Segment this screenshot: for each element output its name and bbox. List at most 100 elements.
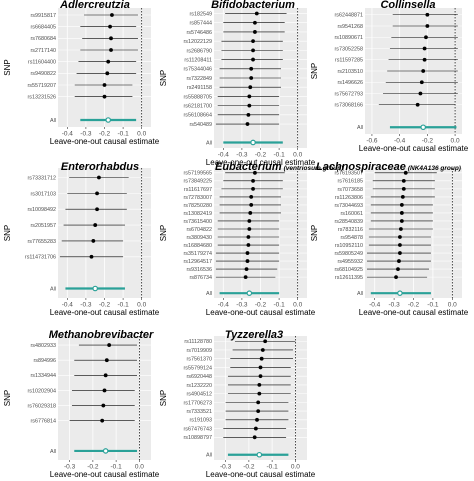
snp-label: rs72783007 bbox=[184, 195, 212, 201]
snp-point bbox=[248, 211, 253, 215]
panel-title-text: Lachnospiraceae bbox=[316, 161, 406, 173]
snp-label: rs6776814 bbox=[31, 419, 56, 425]
snp-label: rs6920448 bbox=[187, 374, 212, 380]
all-point bbox=[420, 124, 427, 131]
snp-point bbox=[398, 235, 402, 239]
all-label: All bbox=[357, 125, 363, 131]
snp-label: rs13082419 bbox=[184, 211, 212, 217]
y-axis-label: SNP bbox=[159, 70, 168, 86]
panel-title: Tyzzerella3 bbox=[225, 329, 283, 341]
x-tick-label: -0.3 bbox=[236, 302, 248, 309]
x-tick-label: 0.0 bbox=[451, 138, 460, 145]
x-tick-label: -0.2 bbox=[99, 131, 111, 138]
y-axis-label: SNP bbox=[3, 390, 12, 406]
snp-label: rs6684405 bbox=[31, 25, 56, 31]
snp-label: rs894996 bbox=[34, 358, 56, 364]
snp-point bbox=[253, 30, 257, 34]
snp-point bbox=[398, 251, 402, 255]
snp-point bbox=[247, 103, 252, 108]
snp-point bbox=[93, 223, 98, 227]
snp-label: rs11128780 bbox=[184, 339, 212, 345]
all-point bbox=[92, 285, 99, 292]
snp-label: rs6704822 bbox=[187, 227, 212, 233]
snp-label: rs75344046 bbox=[184, 67, 212, 73]
panel-5: rs76193507 rs7616185 rs7073658 rs11263806 rs… bbox=[310, 161, 469, 317]
x-tick-label: -0.6 bbox=[366, 138, 378, 145]
y-axis-label: SNP bbox=[3, 225, 12, 241]
snp-point bbox=[244, 267, 249, 272]
snp-label: rs7019909 bbox=[187, 348, 212, 354]
snp-point bbox=[425, 12, 430, 17]
x-tick-label: -0.4 bbox=[394, 138, 406, 145]
snp-point bbox=[399, 219, 404, 223]
snp-label: rs76193507 bbox=[335, 171, 363, 177]
snp-point bbox=[102, 388, 107, 393]
snp-label: rs68104925 bbox=[335, 267, 363, 273]
panel-background bbox=[58, 336, 151, 460]
snp-label: rs78250280 bbox=[184, 203, 212, 209]
snp-point bbox=[246, 235, 251, 239]
snp-label: rs73331712 bbox=[28, 175, 56, 181]
snp-label: rs857444 bbox=[190, 21, 212, 27]
x-tick-label: -0.3 bbox=[236, 152, 248, 159]
x-axis-label: Leave-one-out causal estimate bbox=[206, 470, 316, 479]
snp-label: rs191093 bbox=[190, 418, 212, 424]
snp-label: rs2686790 bbox=[187, 48, 212, 54]
snp-label: rs55719207 bbox=[28, 83, 56, 89]
snp-point bbox=[258, 374, 263, 379]
snp-label: rs182549 bbox=[190, 11, 212, 17]
snp-label: rs16884680 bbox=[184, 243, 212, 249]
snp-point bbox=[424, 35, 428, 40]
x-tick-label: 0.0 bbox=[291, 464, 300, 471]
x-tick-label: -0.4 bbox=[369, 302, 381, 309]
x-tick-label: -0.1 bbox=[267, 464, 279, 471]
all-point bbox=[102, 448, 109, 454]
x-axis-label: Leave-one-out causal estimate bbox=[50, 137, 160, 146]
snp-point bbox=[245, 122, 250, 126]
panel-title: Enterorhabdus bbox=[61, 161, 139, 173]
panel-2: rs62448871 rs9541268 rs10890671 rs73052258 r… bbox=[310, 0, 469, 153]
snp-label: rs10890671 bbox=[335, 35, 363, 41]
snp-point bbox=[91, 239, 96, 243]
snp-point bbox=[253, 426, 258, 431]
snp-point bbox=[249, 194, 254, 199]
snp-point bbox=[399, 211, 404, 215]
snp-label: rs77655283 bbox=[28, 239, 56, 245]
snp-point bbox=[249, 76, 254, 80]
all-label: All bbox=[206, 291, 212, 297]
snp-point bbox=[106, 59, 111, 64]
snp-label: rs73052258 bbox=[335, 46, 363, 52]
y-axis-label: SNP bbox=[159, 225, 168, 241]
snp-label: rs2051957 bbox=[31, 223, 56, 229]
snp-label: rs11263806 bbox=[335, 195, 363, 201]
all-point bbox=[250, 139, 256, 146]
snp-label: rs10898797 bbox=[184, 435, 212, 441]
snp-point bbox=[247, 94, 252, 99]
snp-label: rs876734 bbox=[190, 275, 212, 281]
panel-title: Methanobrevibacter bbox=[49, 329, 154, 341]
snp-point bbox=[400, 194, 405, 199]
snp-point bbox=[101, 403, 106, 408]
snp-point bbox=[108, 24, 112, 29]
snp-point bbox=[401, 178, 406, 183]
snp-point bbox=[253, 20, 257, 25]
snp-point bbox=[89, 254, 94, 259]
snp-label: rs3809430 bbox=[187, 235, 212, 241]
snp-point bbox=[398, 243, 402, 247]
panel-1: rs182549 rs857444 rs5746486 rs12022129 rs268… bbox=[159, 0, 316, 167]
snp-point bbox=[105, 71, 110, 76]
x-tick-label: -0.2 bbox=[422, 138, 434, 145]
x-axis-label: Leave-one-out causal estimate bbox=[50, 308, 160, 317]
snp-label: rs1496626 bbox=[338, 80, 363, 86]
x-tick-label: 0.0 bbox=[293, 302, 302, 309]
y-axis-label: SNP bbox=[310, 225, 319, 241]
snp-label: rs160061 bbox=[341, 211, 363, 217]
snp-label: rs7322849 bbox=[187, 76, 212, 82]
snp-point bbox=[246, 243, 251, 247]
snp-point bbox=[257, 383, 262, 387]
x-tick-label: -0.3 bbox=[80, 131, 92, 138]
snp-label: rs12964517 bbox=[184, 259, 212, 265]
x-tick-label: -0.2 bbox=[243, 464, 255, 471]
snp-label: rs4955932 bbox=[338, 259, 363, 265]
snp-point bbox=[258, 365, 263, 370]
